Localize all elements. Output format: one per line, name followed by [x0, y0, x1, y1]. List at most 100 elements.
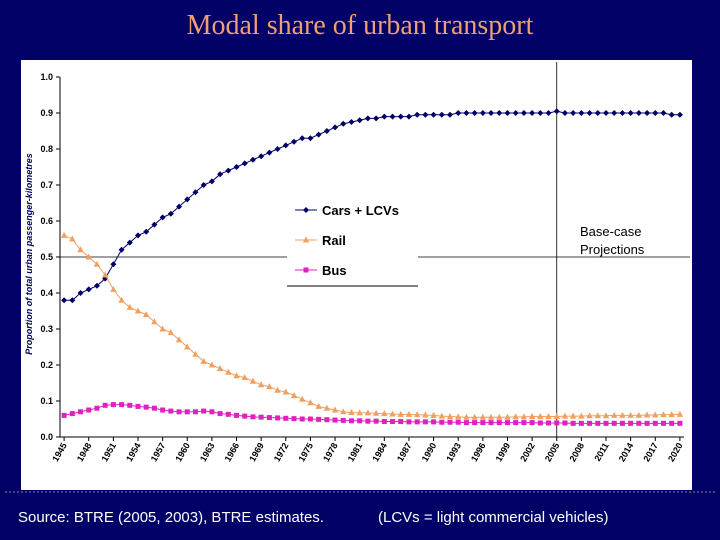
- point: [669, 420, 675, 426]
- point: [184, 196, 191, 203]
- point: [520, 413, 528, 420]
- point: [356, 409, 363, 416]
- point: [340, 120, 347, 127]
- point: [209, 409, 215, 415]
- point: [233, 164, 240, 170]
- y-tick-label: 1.0: [40, 72, 53, 82]
- point: [414, 419, 420, 425]
- y-tick-label: 0.6: [40, 216, 53, 226]
- point: [217, 411, 223, 417]
- point: [602, 412, 610, 419]
- point: [611, 110, 618, 116]
- point: [676, 410, 684, 417]
- point: [578, 420, 584, 426]
- point: [192, 189, 199, 196]
- point: [504, 413, 511, 420]
- point: [282, 142, 289, 149]
- point: [553, 412, 560, 419]
- y-axis-label: Proportion of total urban passenger-kilo…: [24, 153, 34, 355]
- point: [496, 420, 502, 426]
- point: [356, 117, 363, 124]
- point: [274, 146, 281, 152]
- point: [635, 411, 643, 418]
- point: [529, 420, 535, 426]
- point: [61, 297, 68, 304]
- point: [447, 419, 453, 425]
- point: [619, 110, 626, 116]
- point: [381, 113, 388, 120]
- point: [151, 318, 158, 325]
- point: [496, 413, 503, 420]
- point: [472, 420, 478, 426]
- point: [594, 110, 601, 116]
- point: [127, 402, 133, 408]
- point: [61, 412, 67, 418]
- point: [274, 386, 281, 393]
- point: [307, 416, 313, 422]
- point: [603, 420, 609, 426]
- source: Source: BTRE (2005, 2003), BTRE estimate…: [18, 509, 324, 526]
- point: [397, 113, 404, 120]
- point: [151, 221, 158, 228]
- legend-label: Rail: [322, 233, 346, 248]
- point: [447, 111, 453, 118]
- y-tick-label: 0.0: [40, 432, 53, 442]
- point: [77, 290, 84, 296]
- point: [594, 412, 601, 419]
- point: [652, 420, 658, 426]
- point: [570, 110, 577, 116]
- point: [422, 111, 429, 118]
- series-line: [63, 234, 680, 418]
- point: [677, 420, 683, 426]
- point: [348, 409, 355, 416]
- point: [381, 419, 387, 425]
- point: [93, 282, 100, 289]
- point: [316, 416, 322, 422]
- point: [266, 415, 272, 421]
- point: [119, 402, 125, 408]
- point: [668, 411, 675, 418]
- point: [438, 412, 445, 419]
- point: [603, 110, 609, 116]
- point: [69, 235, 76, 242]
- point: [315, 131, 322, 138]
- point: [299, 135, 306, 142]
- point: [167, 210, 174, 217]
- point: [586, 110, 593, 116]
- point: [233, 372, 240, 379]
- point: [340, 417, 346, 423]
- point: [168, 408, 174, 414]
- point: [587, 420, 593, 426]
- point: [340, 408, 347, 415]
- y-tick-label: 0.9: [40, 108, 53, 118]
- point: [430, 111, 437, 118]
- point: [619, 420, 625, 426]
- point: [118, 246, 125, 253]
- point: [303, 267, 309, 273]
- point: [372, 409, 380, 416]
- point: [241, 374, 248, 381]
- point: [521, 420, 527, 426]
- y-tick-label: 0.1: [40, 396, 53, 406]
- point: [635, 110, 642, 116]
- point: [513, 420, 519, 426]
- point: [488, 110, 495, 116]
- point: [438, 111, 445, 118]
- point: [660, 110, 667, 116]
- point: [348, 418, 354, 424]
- point: [365, 418, 371, 424]
- point: [93, 260, 101, 267]
- point: [250, 414, 256, 420]
- point: [660, 420, 666, 426]
- point: [652, 411, 659, 418]
- point: [644, 110, 651, 116]
- point: [208, 361, 216, 368]
- point: [455, 413, 462, 420]
- point: [331, 406, 339, 413]
- point: [364, 115, 371, 122]
- point: [184, 343, 191, 350]
- point: [504, 420, 510, 426]
- point: [455, 110, 462, 116]
- point: [258, 153, 265, 160]
